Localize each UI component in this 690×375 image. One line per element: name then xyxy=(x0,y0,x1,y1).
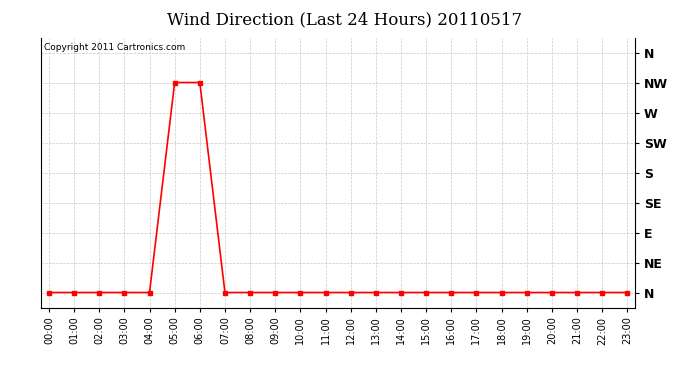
Text: Copyright 2011 Cartronics.com: Copyright 2011 Cartronics.com xyxy=(44,43,186,52)
Text: Wind Direction (Last 24 Hours) 20110517: Wind Direction (Last 24 Hours) 20110517 xyxy=(168,11,522,28)
